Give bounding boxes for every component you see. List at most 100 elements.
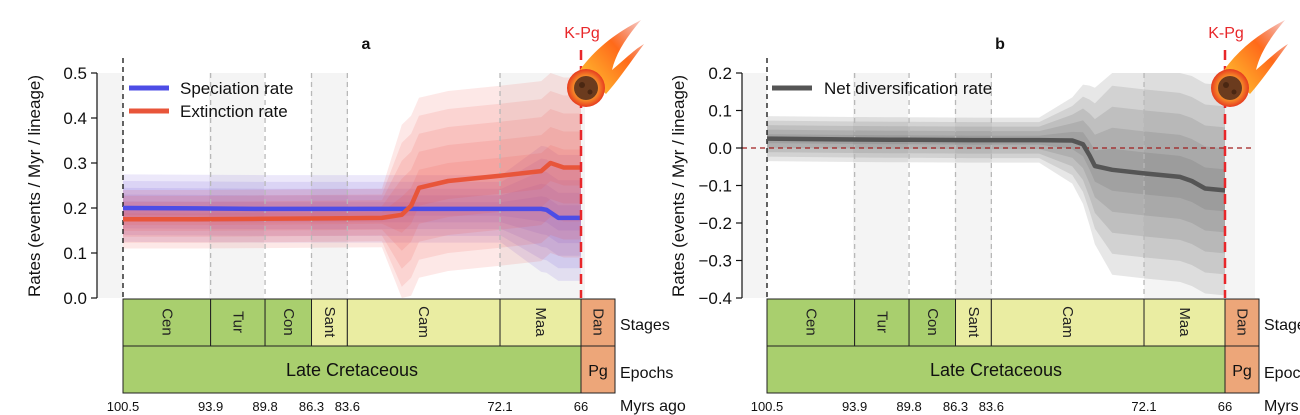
stage-label-cen: Cen <box>802 308 819 336</box>
y-tick-label: 0.2 <box>63 199 87 218</box>
legend-speciation-label: Speciation rate <box>180 79 293 98</box>
uncertainty-band <box>123 109 581 269</box>
panel-b-title: b <box>995 36 1005 53</box>
epoch-box-pg <box>580 345 616 394</box>
stages-row-label: Stages <box>620 317 670 334</box>
y-tick-label: 0.5 <box>63 64 87 83</box>
stage-label-maa: Maa <box>532 307 549 337</box>
y-tick-label: 0.0 <box>63 289 87 308</box>
panel-a-y-axis: 0.0 0.1 0.2 0.3 0.4 0.5 <box>63 64 98 308</box>
stage-label-dan: Dan <box>590 308 607 336</box>
epoch-box-pg <box>1224 345 1260 394</box>
panel-a-title: a <box>362 36 371 53</box>
epochs-row-label: Epochs <box>620 365 673 382</box>
series-line-net-diversification-rate <box>766 136 1226 193</box>
y-tick-label: −0.3 <box>698 252 732 271</box>
stage-label-dan: Dan <box>1234 308 1251 336</box>
age-tick-label: 86.3 <box>943 399 968 414</box>
y-tick-label: 0.2 <box>708 64 732 83</box>
ages-row-label: Myrs ago <box>620 398 686 415</box>
age-tick-label: 100.5 <box>107 399 140 414</box>
y-tick-label: −0.2 <box>698 214 732 233</box>
uncertainty-band <box>123 158 581 269</box>
stage-label-sant: Sant <box>321 307 338 339</box>
y-tick-label: 0.1 <box>63 244 87 263</box>
legend-extinction-label: Extinction rate <box>180 102 288 121</box>
uncertainty-band <box>123 91 581 287</box>
stage-box-dan <box>580 298 616 347</box>
age-tick-label: 83.6 <box>979 399 1004 414</box>
age-tick-label: 72.1 <box>487 399 512 414</box>
y-tick-label: −0.4 <box>698 289 732 308</box>
stage-label-con: Con <box>924 308 941 336</box>
panel-b-y-axis: −0.4 −0.3 −0.2 −0.1 0.0 0.1 0.2 <box>698 64 743 308</box>
age-tick-label: 72.1 <box>1131 399 1156 414</box>
panel-b-white-segment-2 <box>908 73 955 298</box>
stage-box-tur <box>210 298 266 347</box>
stage-box-sant <box>311 298 348 347</box>
uncertainty-band <box>123 183 581 244</box>
stages-row-label: Stages <box>1264 317 1300 334</box>
panel-a-stage-gridlines <box>122 58 501 298</box>
age-tick-label: 93.9 <box>198 399 223 414</box>
uncertainty-band <box>767 131 1225 212</box>
y-tick-label: 0.3 <box>63 154 87 173</box>
panel-a-kpg-label: K-Pg <box>564 25 600 42</box>
age-tick-label: 86.3 <box>299 399 324 414</box>
stage-label-cam: Cam <box>415 306 432 338</box>
panel-b-kpg-label: K-Pg <box>1208 25 1244 42</box>
age-tick-label: 83.6 <box>335 399 360 414</box>
uncertainty-band <box>123 171 581 256</box>
panel-b-legend: Net diversification rate <box>772 79 992 98</box>
series-line-extinction-rate <box>123 160 581 222</box>
epoch-label: Pg <box>1232 363 1252 380</box>
stage-label-tur: Tur <box>873 311 890 333</box>
panel-b-meteor-icon <box>1211 20 1288 107</box>
age-tick-label: 66 <box>574 399 588 414</box>
stage-label-maa: Maa <box>1176 307 1193 337</box>
y-tick-label: −0.1 <box>698 177 732 196</box>
panel-a: K-Pg 0.0 0.1 0.2 0.3 0.4 0.5 Rates (events / … <box>25 20 686 415</box>
legend-net-diversification-label: Net diversification rate <box>824 79 992 98</box>
stage-box-con <box>908 298 957 347</box>
panel-a-white-segment-2 <box>264 73 311 298</box>
panel-b-series <box>766 136 1226 193</box>
ages-row-label: Myrs ago <box>1264 398 1300 415</box>
panel-b-y-label: Rates (events / Myr / lineage) <box>669 75 688 297</box>
uncertainty-band <box>123 73 581 298</box>
series-line-speciation-rate <box>122 205 581 221</box>
age-tick-label: 100.5 <box>751 399 784 414</box>
epoch-box-late-cretaceous <box>766 345 1226 394</box>
stage-label-con: Con <box>280 308 297 336</box>
epoch-label: Late Cretaceous <box>286 360 418 380</box>
panel-b: K-Pg −0.4 −0.3 −0.2 −0.1 0.0 0.1 0.2 Rates (ev… <box>669 20 1300 415</box>
panel-a-legend: Speciation rate Extinction rate <box>129 79 293 121</box>
panel-b-stage-gridlines <box>766 58 1145 298</box>
panel-b-timescale: Cen Tur Con Sant Cam Maa Dan Late Cretaceous Pg S… <box>751 298 1300 415</box>
stage-box-cen <box>122 298 212 347</box>
age-tick-label: 66 <box>1218 399 1232 414</box>
uncertainty-band <box>767 106 1225 254</box>
uncertainty-band <box>767 85 1225 275</box>
uncertainty-band <box>767 73 1225 296</box>
uncertainty-band <box>123 145 581 233</box>
age-tick-label: 93.9 <box>842 399 867 414</box>
y-tick-label: 0.4 <box>63 109 87 128</box>
panel-a-series <box>122 160 581 222</box>
epoch-box-late-cretaceous <box>122 345 582 394</box>
uncertainty-band <box>123 196 581 231</box>
age-tick-label: 89.8 <box>896 399 921 414</box>
panel-a-timescale: Cen Tur Con Sant Cam Maa Dan Late Cretaceous Pg S… <box>107 298 686 415</box>
stage-label-cam: Cam <box>1059 306 1076 338</box>
y-tick-label: 0.0 <box>708 139 732 158</box>
stage-label-sant: Sant <box>965 307 982 339</box>
stage-box-cen <box>766 298 856 347</box>
epoch-label: Pg <box>588 363 608 380</box>
stage-label-tur: Tur <box>229 311 246 333</box>
stage-label-cen: Cen <box>158 308 175 336</box>
panel-a-y-label: Rates (events / Myr / lineage) <box>25 75 44 297</box>
panel-a-meteor-icon <box>567 20 644 107</box>
panel-b-white-segment-3 <box>992 73 1144 298</box>
epoch-label: Late Cretaceous <box>930 360 1062 380</box>
